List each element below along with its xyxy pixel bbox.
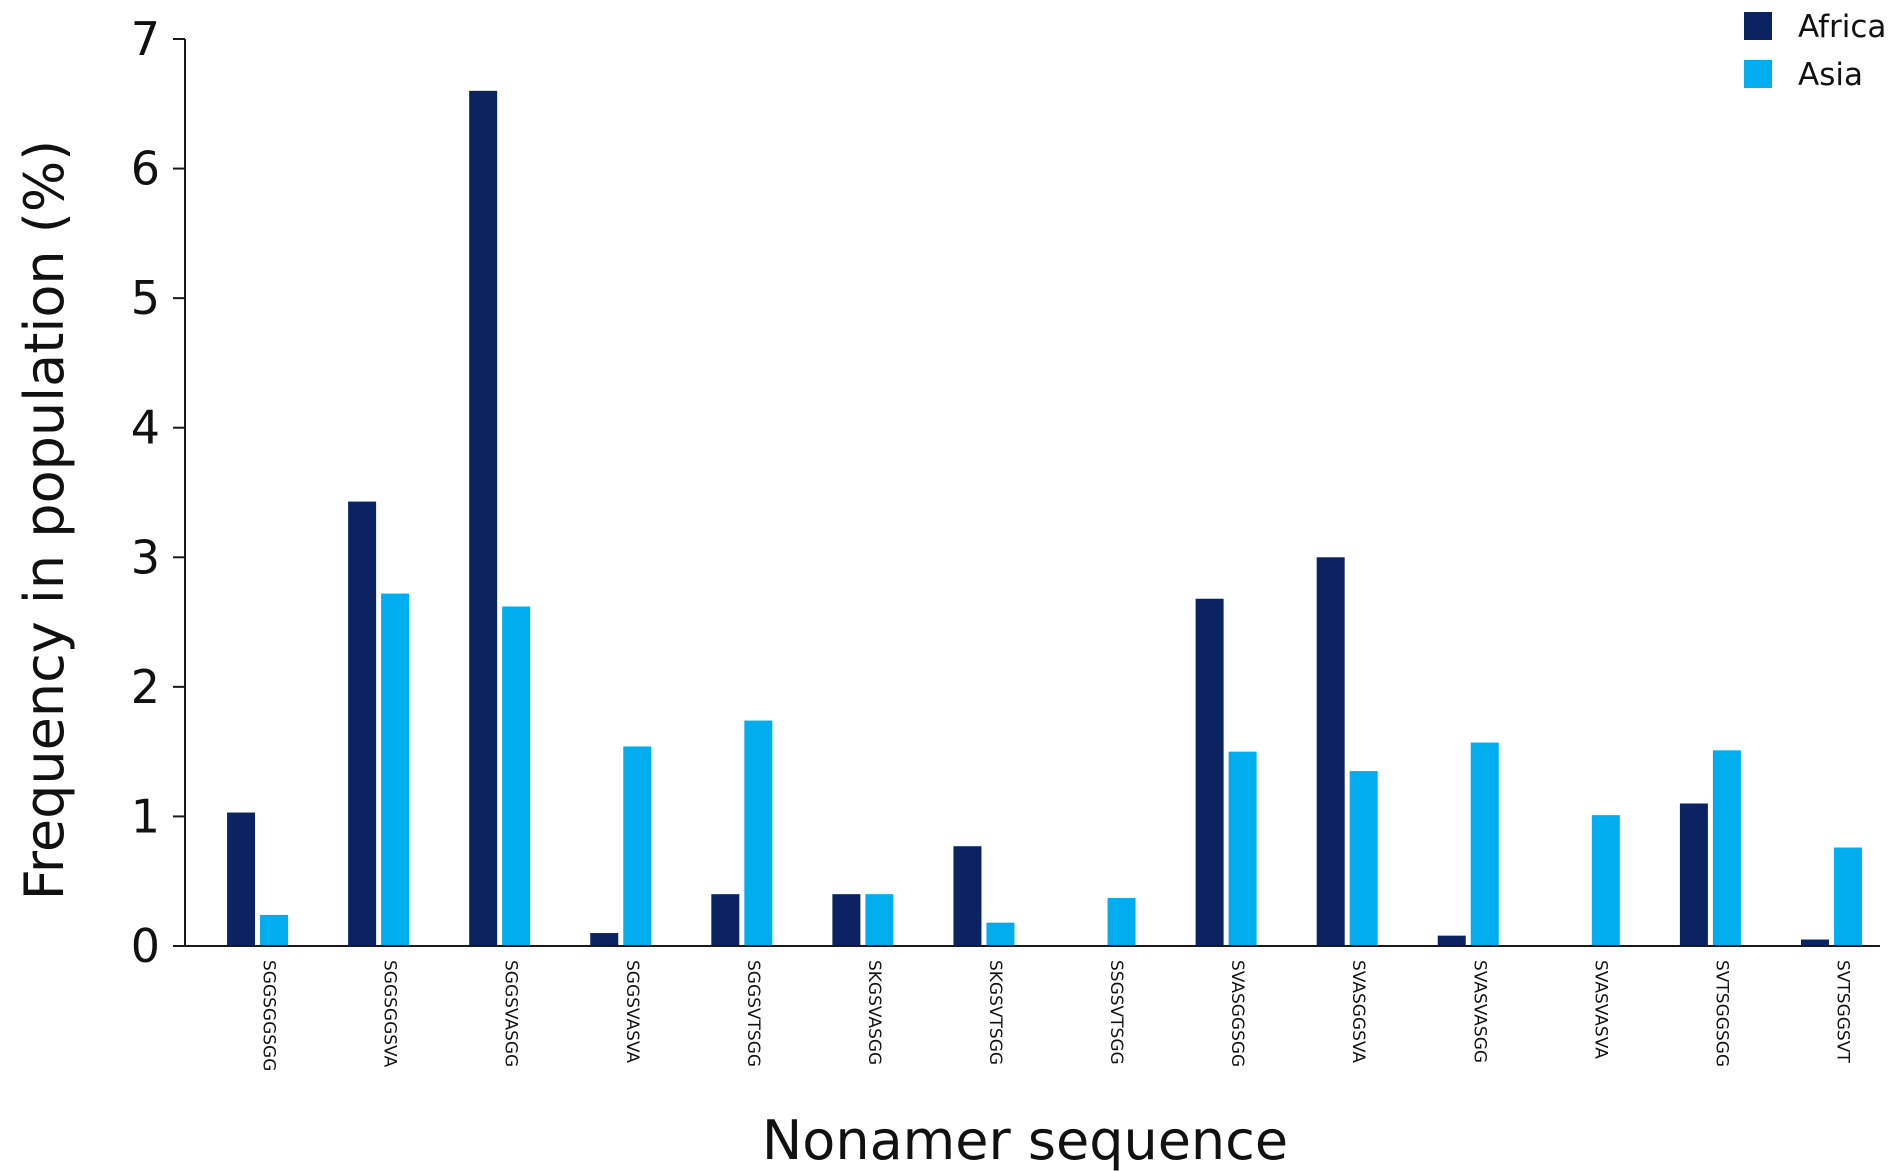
x-tick-label: SVTSGGSVT: [1832, 960, 1852, 1063]
legend-label-africa: Africa: [1798, 9, 1886, 45]
legend-swatch-africa: [1744, 12, 1772, 40]
x-tick-label: SVASGGSGG: [1227, 960, 1247, 1067]
y-tick-label: 3: [131, 530, 160, 584]
bar-africa-sggsggsva: [348, 501, 377, 946]
bar-africa-svtsggsgg: [1679, 803, 1708, 946]
y-tick-label: 2: [131, 660, 160, 714]
x-tick-label: SKGSVASGG: [864, 960, 884, 1065]
x-tick-label: SGGSVASVA: [622, 960, 642, 1063]
y-axis: 0 1 2 3 4 5 6 7: [131, 12, 186, 973]
bar-africa-sggsggsgg: [227, 812, 256, 946]
x-axis-title: Nonamer sequence: [762, 1109, 1288, 1171]
x-tick-label: SGGSVTSGG: [743, 960, 763, 1067]
bar-asia-svtsggsgg: [1712, 750, 1741, 946]
bar-asia-svasggsva: [1349, 771, 1378, 946]
x-tick-label: SVASVASGG: [1469, 960, 1489, 1063]
bar-asia-svtsggsvt: [1833, 847, 1862, 946]
bar-africa-skgsvasgg: [832, 894, 861, 946]
legend-label-asia: Asia: [1798, 57, 1863, 93]
bar-asia-svasvasva: [1591, 815, 1620, 946]
x-tick-label: SGGSGGSVA: [380, 960, 400, 1068]
x-tick-label: SGGSVASGG: [501, 960, 521, 1067]
bar-africa-skgsvtsgg: [953, 846, 982, 946]
y-tick-label: 1: [131, 789, 160, 843]
x-tick-label: SVTSGGSGG: [1711, 960, 1731, 1067]
bars: [227, 90, 1862, 947]
y-tick-label: 4: [131, 401, 160, 455]
bar-asia-svasggsgg: [1228, 751, 1257, 946]
bar-asia-sggsggsva: [381, 593, 410, 946]
bar-asia-skgsvtsgg: [986, 922, 1015, 946]
legend-swatch-asia: [1744, 60, 1772, 88]
bar-africa-svasvasgg: [1437, 935, 1466, 946]
bar-asia-sggsggsgg: [260, 914, 289, 946]
bar-asia-svasvasgg: [1470, 742, 1499, 946]
legend: Africa Asia: [1744, 9, 1886, 93]
bar-asia-ssgsvtsgg: [1107, 898, 1136, 946]
x-tick-label: SVASVASVA: [1590, 960, 1610, 1059]
x-tick-label: SSGSVTSGG: [1106, 960, 1126, 1065]
bar-africa-sggsvtsgg: [711, 894, 740, 946]
bar-asia-sggsvasgg: [502, 606, 531, 946]
y-tick-label: 5: [131, 271, 160, 325]
y-tick-label: 0: [131, 919, 160, 973]
y-axis-title: Frequency in population (%): [13, 140, 76, 900]
bar-africa-svtsggsvt: [1800, 939, 1829, 946]
bar-africa-svasggsva: [1316, 557, 1345, 946]
bar-asia-sggsvasva: [623, 746, 652, 946]
bar-africa-svasggsgg: [1195, 598, 1224, 946]
x-axis: SGGSGGSGG SGGSGGSVA SGGSVASGG SGGSVASVA SGGS…: [185, 945, 1880, 1071]
bar-asia-skgsvasgg: [865, 894, 894, 946]
bar-africa-sggsvasva: [590, 933, 619, 946]
x-tick-label: SKGSVTSGG: [985, 960, 1005, 1065]
y-tick-label: 6: [131, 142, 160, 196]
x-tick-label: SVASGGSVA: [1348, 960, 1368, 1063]
x-tick-label: SGGSGGSGG: [259, 960, 279, 1071]
bar-asia-sggsvtsgg: [744, 720, 773, 946]
bar-africa-sggsvasgg: [469, 90, 498, 947]
y-tick-label: 7: [131, 12, 160, 66]
